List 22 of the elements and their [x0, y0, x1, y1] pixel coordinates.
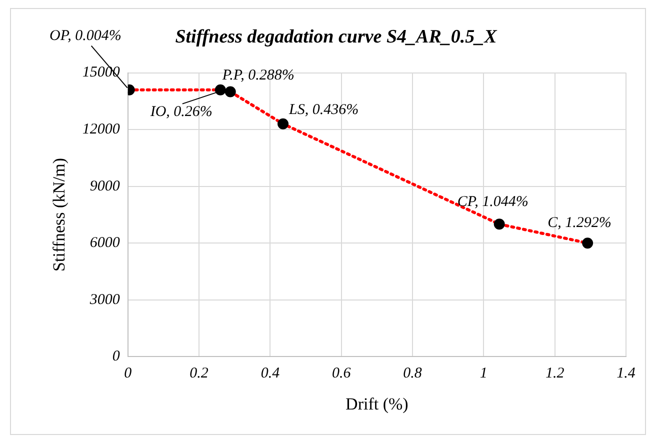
annotation: IO, 0.26% — [149, 104, 212, 120]
annotation: OP, 0.004% — [50, 28, 122, 44]
x-tick-label: 1.2 — [545, 366, 565, 382]
annotation: CP, 1.044% — [457, 194, 528, 210]
y-tick-label: 9000 — [90, 178, 120, 194]
x-tick-label: 1.4 — [616, 366, 636, 382]
x-tick-label: 0.2 — [190, 366, 209, 382]
x-tick-label: 1 — [480, 366, 488, 382]
x-tick-label: 0.8 — [403, 366, 422, 382]
x-axis-title: Drift (%) — [346, 394, 408, 414]
y-tick-label: 0 — [112, 348, 120, 365]
annotation: P.P, 0.288% — [221, 68, 294, 84]
y-axis-title: Stiffness (kN/m) — [50, 158, 69, 272]
x-tick-label: 0.6 — [332, 366, 352, 382]
y-tick-label: 12000 — [82, 121, 120, 138]
annotation: C, 1.292% — [548, 215, 612, 232]
chart-title: Stiffness degadation curve S4_AR_0.5_X — [175, 26, 498, 48]
annotation: LS, 0.436% — [288, 102, 359, 118]
x-tick-label: 0 — [124, 366, 132, 382]
x-tick-label: 0.4 — [260, 366, 280, 382]
y-tick-label: 3000 — [88, 292, 120, 308]
y-tick-label: 6000 — [90, 235, 120, 252]
